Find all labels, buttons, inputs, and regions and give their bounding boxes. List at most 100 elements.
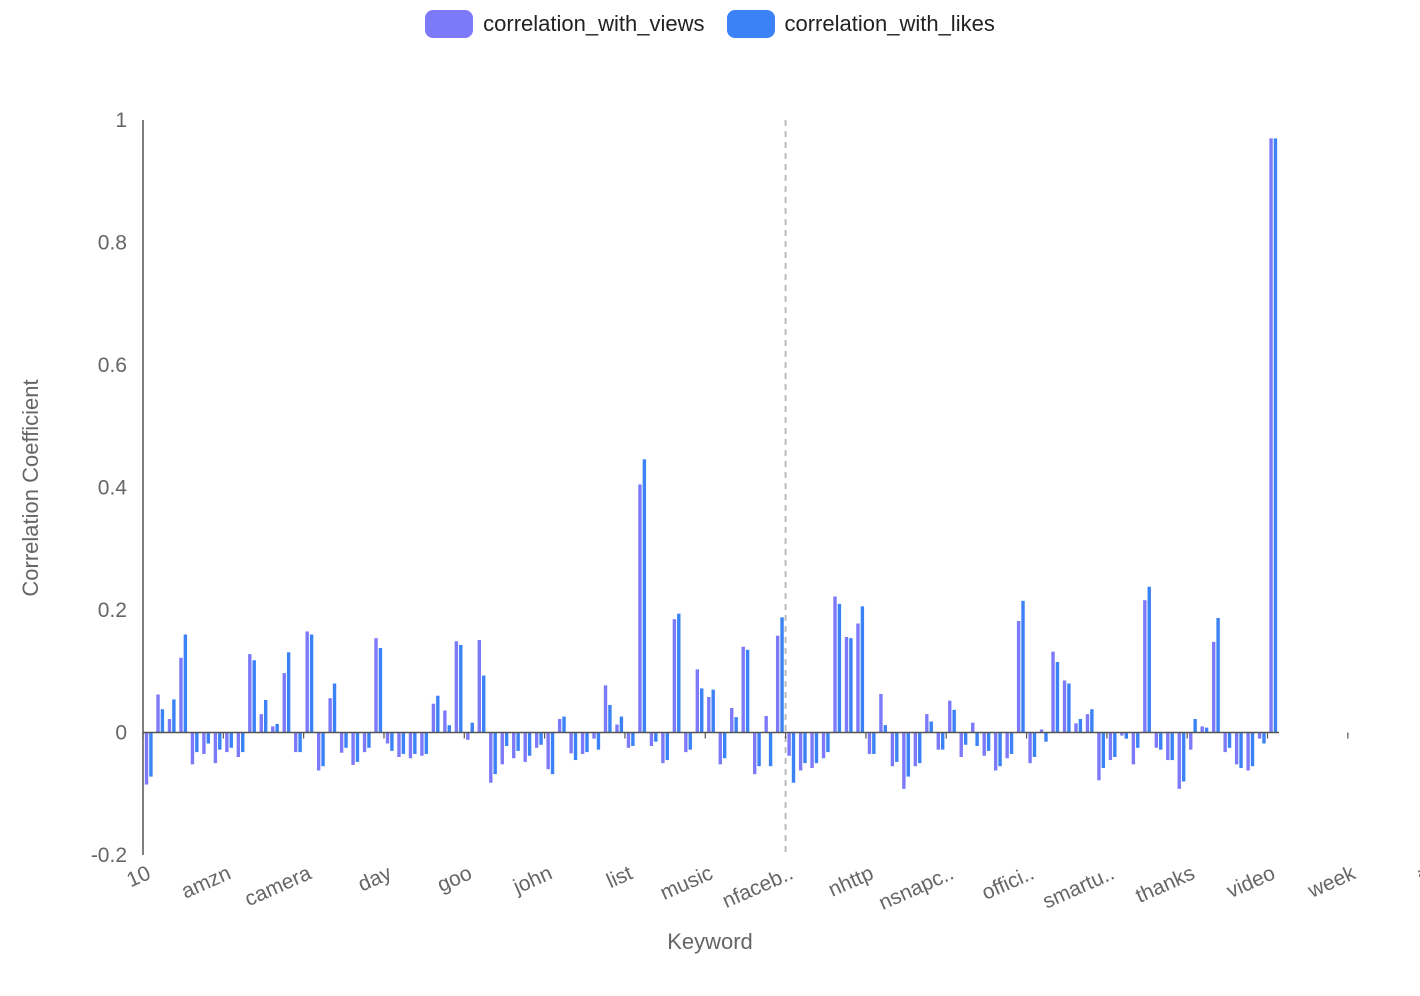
bar-correlation_with_likes-37[interactable] bbox=[573, 732, 578, 761]
bar-correlation_with_likes-27[interactable] bbox=[459, 644, 463, 733]
bar-correlation_with_views-76[interactable] bbox=[1016, 621, 1021, 733]
bar-correlation_with_views-67[interactable] bbox=[913, 732, 918, 767]
bar-correlation_with_views-55[interactable] bbox=[775, 635, 780, 733]
bar-correlation_with_views-78[interactable] bbox=[1039, 729, 1044, 733]
bar-correlation_with_views-15[interactable] bbox=[316, 732, 321, 771]
bar-correlation_with_likes-95[interactable] bbox=[1239, 732, 1243, 769]
bar-correlation_with_likes-21[interactable] bbox=[390, 732, 394, 751]
bar-correlation_with_views-39[interactable] bbox=[592, 732, 596, 739]
bar-correlation_with_likes-17[interactable] bbox=[344, 732, 348, 748]
bar-correlation_with_likes-56[interactable] bbox=[791, 732, 796, 783]
bar-correlation_with_likes-49[interactable] bbox=[711, 689, 715, 733]
bar-correlation_with_likes-14[interactable] bbox=[309, 634, 314, 733]
bar-correlation_with_views-29[interactable] bbox=[477, 640, 482, 733]
bar-correlation_with_likes-68[interactable] bbox=[929, 721, 933, 733]
bar-correlation_with_likes-25[interactable] bbox=[436, 695, 440, 733]
bar-correlation_with_views-95[interactable] bbox=[1234, 732, 1239, 765]
bar-correlation_with_likes-88[interactable] bbox=[1159, 732, 1163, 750]
bar-correlation_with_views-72[interactable] bbox=[971, 722, 975, 733]
bar-correlation_with_likes-59[interactable] bbox=[826, 732, 830, 753]
bar-correlation_with_likes-71[interactable] bbox=[963, 732, 968, 745]
bar-correlation_with_likes-35[interactable] bbox=[550, 732, 555, 775]
bar-correlation_with_likes-65[interactable] bbox=[895, 732, 899, 762]
bar-correlation_with_likes-85[interactable] bbox=[1124, 732, 1128, 739]
bar-correlation_with_views-27[interactable] bbox=[454, 641, 459, 733]
bar-correlation_with_likes-41[interactable] bbox=[619, 716, 624, 733]
bar-correlation_with_likes-5[interactable] bbox=[206, 732, 211, 744]
bar-correlation_with_likes-47[interactable] bbox=[688, 732, 692, 750]
bar-correlation_with_likes-83[interactable] bbox=[1101, 732, 1106, 769]
bar-correlation_with_views-92[interactable] bbox=[1200, 726, 1204, 733]
bar-correlation_with_likes-19[interactable] bbox=[367, 732, 371, 748]
bar-correlation_with_likes-7[interactable] bbox=[229, 732, 233, 748]
bar-correlation_with_likes-34[interactable] bbox=[539, 732, 543, 745]
bar-correlation_with_views-30[interactable] bbox=[489, 732, 493, 783]
bar-correlation_with_views-60[interactable] bbox=[833, 596, 837, 733]
bar-correlation_with_likes-90[interactable] bbox=[1181, 732, 1186, 782]
bar-correlation_with_likes-9[interactable] bbox=[252, 660, 256, 733]
bar-correlation_with_views-16[interactable] bbox=[328, 698, 332, 733]
bar-correlation_with_likes-87[interactable] bbox=[1147, 586, 1151, 733]
bar-correlation_with_likes-22[interactable] bbox=[401, 732, 406, 754]
bar-correlation_with_views-5[interactable] bbox=[202, 732, 206, 754]
bar-correlation_with_views-26[interactable] bbox=[443, 710, 447, 733]
bar-correlation_with_views-36[interactable] bbox=[557, 719, 562, 733]
bar-correlation_with_likes-66[interactable] bbox=[906, 732, 910, 777]
bar-correlation_with_likes-67[interactable] bbox=[918, 732, 922, 764]
bar-correlation_with_likes-63[interactable] bbox=[872, 732, 876, 754]
bar-correlation_with_likes-53[interactable] bbox=[757, 732, 761, 767]
bar-correlation_with_views-65[interactable] bbox=[890, 732, 895, 767]
bar-correlation_with_views-79[interactable] bbox=[1051, 651, 1055, 733]
bar-correlation_with_views-37[interactable] bbox=[569, 732, 573, 754]
bar-correlation_with_views-70[interactable] bbox=[948, 700, 952, 733]
bar-correlation_with_likes-8[interactable] bbox=[241, 732, 245, 753]
bar-correlation_with_likes-0[interactable] bbox=[149, 732, 153, 777]
bar-correlation_with_likes-10[interactable] bbox=[263, 700, 268, 733]
bar-correlation_with_likes-18[interactable] bbox=[355, 732, 360, 762]
bar-correlation_with_views-18[interactable] bbox=[351, 732, 355, 765]
bar-correlation_with_views-7[interactable] bbox=[225, 732, 229, 753]
bar-correlation_with_views-64[interactable] bbox=[879, 693, 883, 733]
bar-correlation_with_likes-23[interactable] bbox=[413, 732, 417, 754]
bar-correlation_with_likes-51[interactable] bbox=[734, 717, 738, 733]
bar-correlation_with_views-97[interactable] bbox=[1257, 732, 1262, 739]
bar-correlation_with_likes-54[interactable] bbox=[768, 732, 773, 767]
bar-correlation_with_views-85[interactable] bbox=[1120, 732, 1124, 736]
bar-correlation_with_views-66[interactable] bbox=[902, 732, 906, 789]
bar-correlation_with_views-98[interactable] bbox=[1269, 138, 1273, 733]
bar-correlation_with_views-83[interactable] bbox=[1097, 732, 1101, 781]
bar-correlation_with_likes-30[interactable] bbox=[493, 732, 497, 775]
bar-correlation_with_likes-42[interactable] bbox=[631, 732, 635, 746]
bar-correlation_with_views-32[interactable] bbox=[512, 732, 516, 759]
bar-correlation_with_likes-80[interactable] bbox=[1067, 683, 1071, 733]
bar-correlation_with_views-69[interactable] bbox=[936, 732, 940, 750]
bar-correlation_with_views-3[interactable] bbox=[179, 657, 183, 733]
bar-correlation_with_views-96[interactable] bbox=[1246, 732, 1250, 771]
bar-correlation_with_likes-32[interactable] bbox=[516, 732, 520, 751]
bar-correlation_with_likes-13[interactable] bbox=[298, 732, 302, 753]
bar-correlation_with_likes-86[interactable] bbox=[1136, 732, 1140, 748]
bar-correlation_with_views-61[interactable] bbox=[844, 636, 849, 733]
bar-correlation_with_likes-40[interactable] bbox=[608, 704, 612, 733]
bar-correlation_with_views-23[interactable] bbox=[408, 732, 413, 759]
bar-correlation_with_views-0[interactable] bbox=[144, 732, 149, 785]
bar-correlation_with_views-62[interactable] bbox=[856, 623, 860, 733]
bar-correlation_with_likes-94[interactable] bbox=[1227, 732, 1232, 748]
bar-correlation_with_likes-48[interactable] bbox=[700, 688, 704, 733]
bar-correlation_with_likes-64[interactable] bbox=[883, 725, 888, 733]
bar-correlation_with_likes-29[interactable] bbox=[482, 675, 486, 733]
bar-correlation_with_views-54[interactable] bbox=[764, 715, 768, 733]
bar-correlation_with_views-53[interactable] bbox=[753, 732, 757, 775]
bar-correlation_with_likes-16[interactable] bbox=[332, 683, 337, 733]
bar-correlation_with_views-38[interactable] bbox=[580, 732, 585, 754]
bar-correlation_with_likes-45[interactable] bbox=[665, 732, 669, 761]
bar-correlation_with_views-1[interactable] bbox=[156, 694, 160, 733]
bar-correlation_with_views-44[interactable] bbox=[649, 732, 654, 746]
bar-correlation_with_likes-58[interactable] bbox=[814, 732, 819, 764]
bar-correlation_with_views-33[interactable] bbox=[523, 732, 527, 762]
bar-correlation_with_views-87[interactable] bbox=[1143, 600, 1147, 733]
bar-correlation_with_views-88[interactable] bbox=[1154, 732, 1159, 748]
bar-correlation_with_likes-2[interactable] bbox=[172, 699, 176, 733]
bar-correlation_with_views-57[interactable] bbox=[798, 732, 803, 771]
bar-correlation_with_views-42[interactable] bbox=[626, 732, 631, 748]
